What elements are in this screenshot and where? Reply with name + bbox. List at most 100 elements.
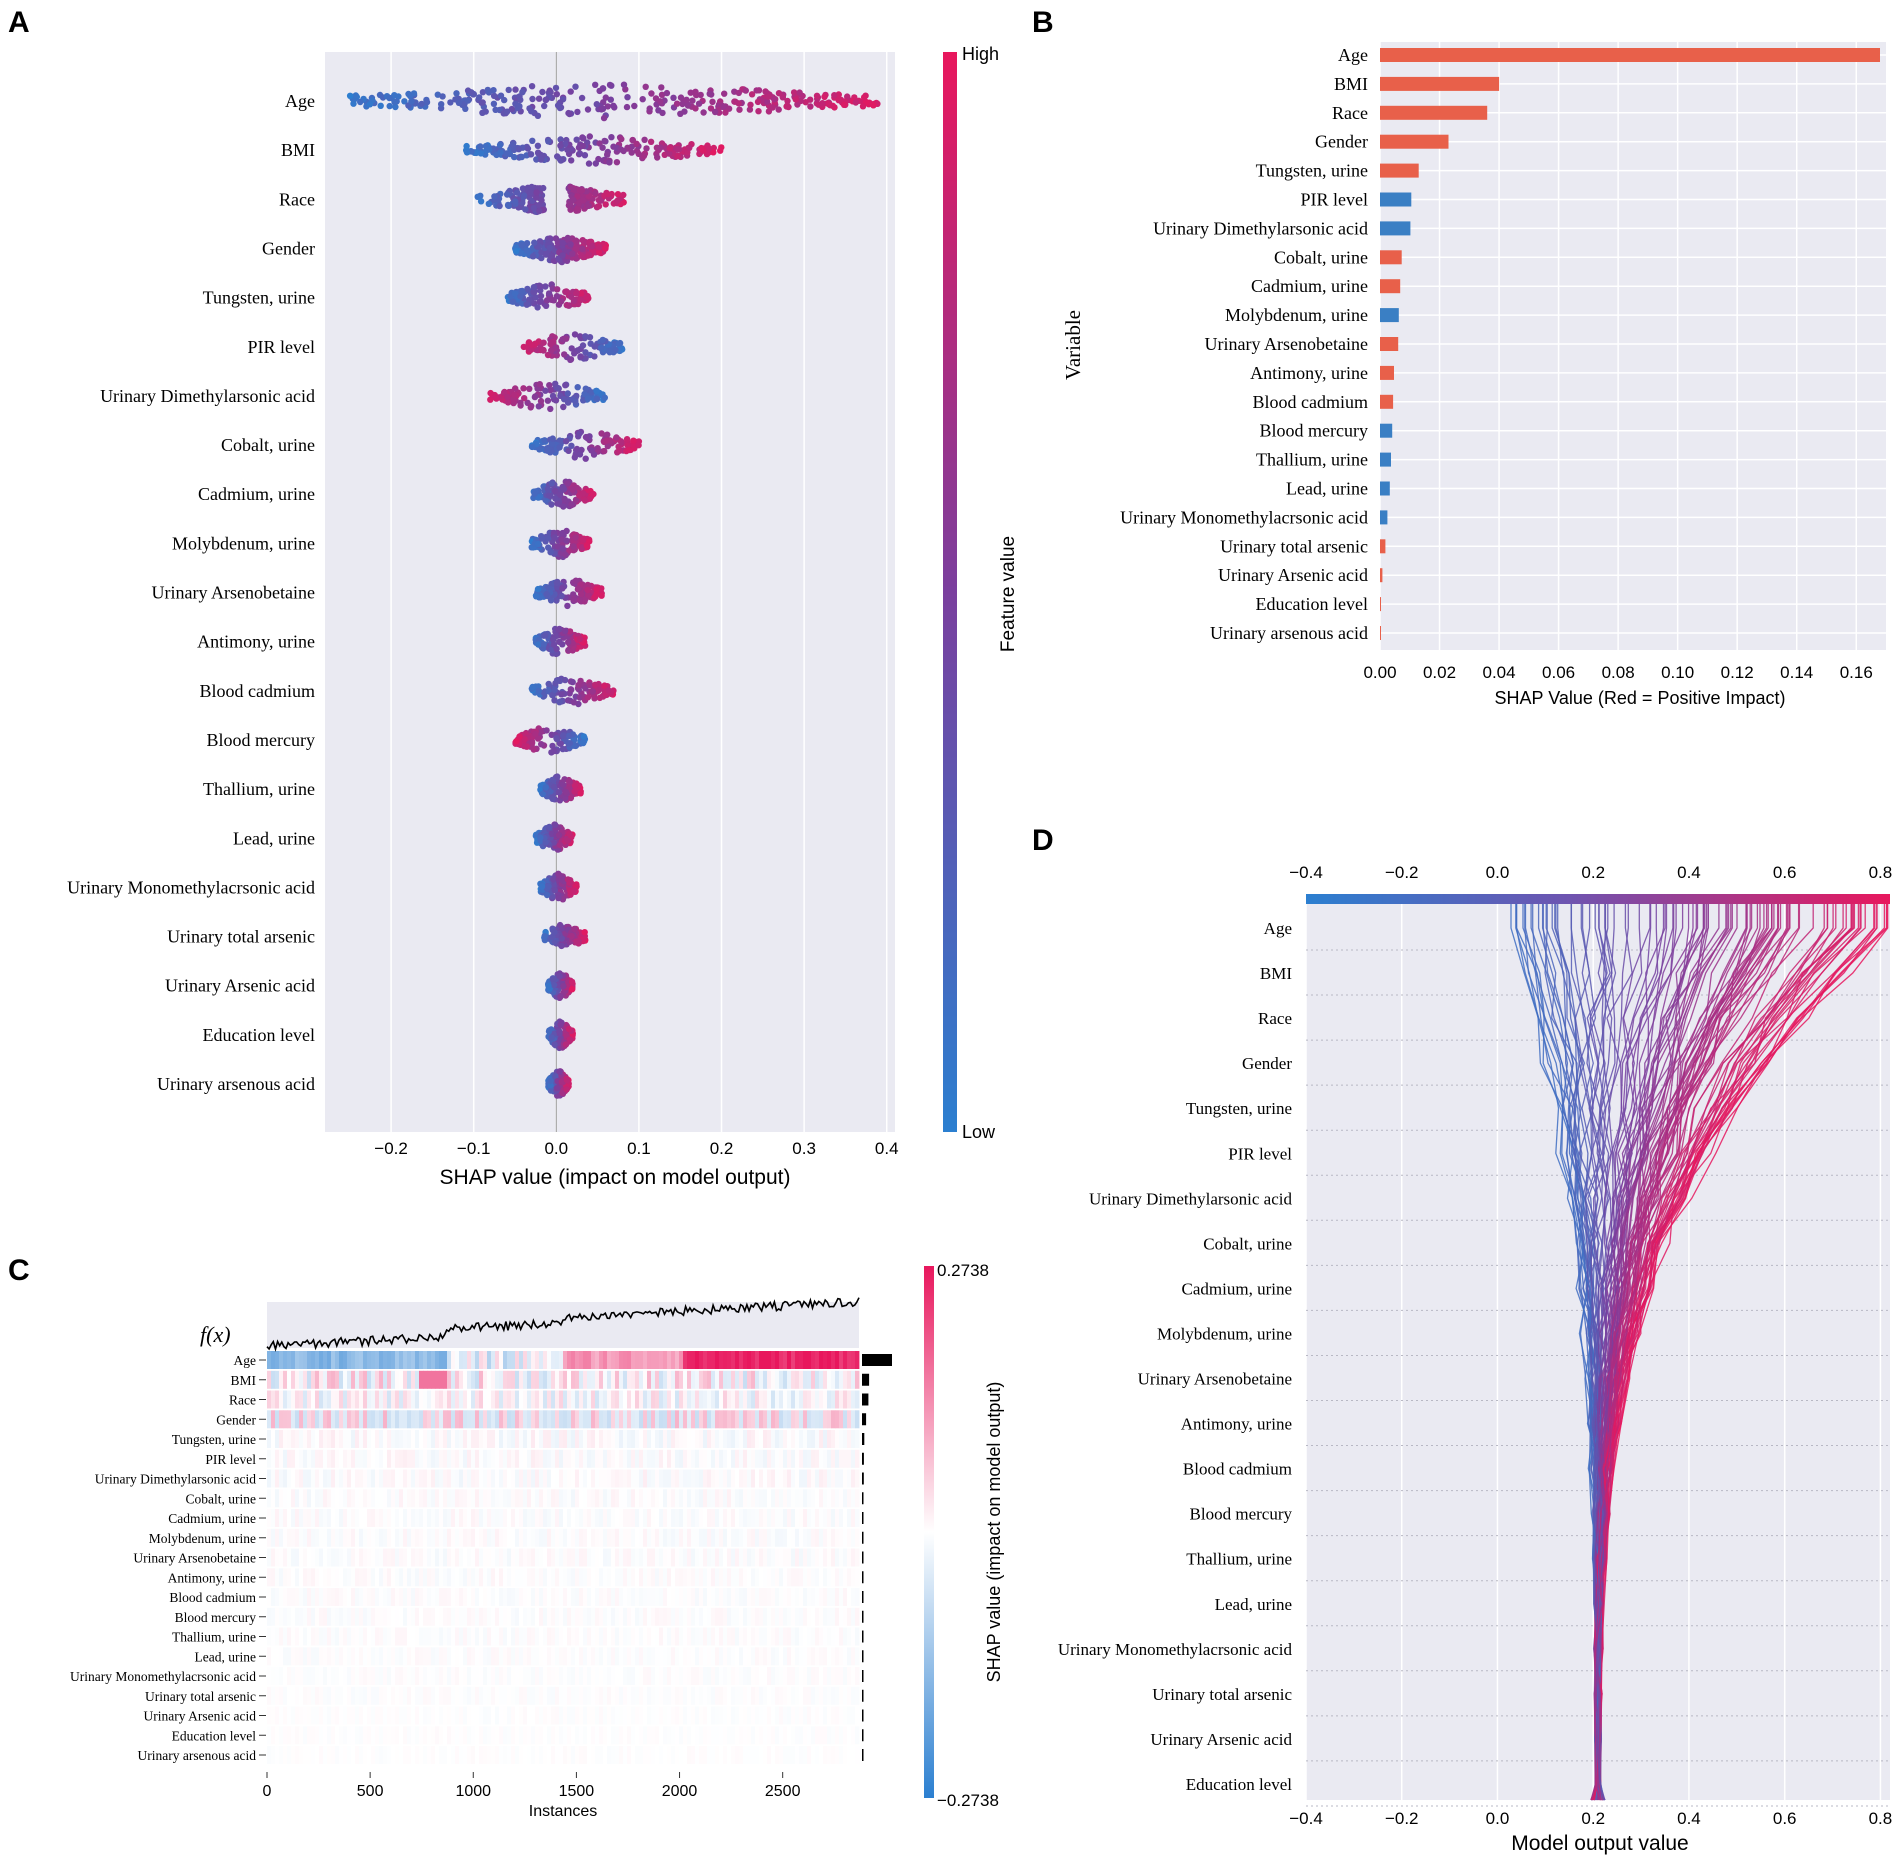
panel-a-dot [547, 405, 554, 413]
panel-a-series-2 [474, 183, 627, 216]
panel-c-cell [675, 1588, 680, 1606]
panel-c-cell [495, 1489, 500, 1508]
panel-c-cell [603, 1588, 608, 1606]
panel-c-cell [655, 1469, 660, 1488]
panel-c-cell [775, 1568, 780, 1587]
panel-c-cell [575, 1430, 580, 1448]
panel-a-dot [624, 94, 631, 101]
panel-c-cell [375, 1568, 380, 1587]
panel-c-cell [839, 1528, 844, 1547]
panel-c-cell [391, 1588, 396, 1606]
panel-c-cell [275, 1509, 280, 1527]
panel-c-cell [419, 1528, 424, 1547]
panel-c-cell [667, 1588, 672, 1606]
panel-c-cell [403, 1469, 408, 1488]
panel-c-cell [319, 1568, 324, 1587]
panel-a-dot [550, 636, 557, 643]
panel-c-cell [299, 1410, 304, 1429]
panel-a-dot [555, 832, 563, 839]
panel-c-cell [687, 1607, 692, 1626]
panel-c-cell [619, 1351, 624, 1369]
panel-a-dot [657, 144, 664, 151]
panel-c-cell [755, 1449, 760, 1468]
panel-a-dot [534, 585, 542, 593]
panel-c-cell [307, 1607, 312, 1626]
panel-c-cell [543, 1568, 548, 1587]
panel-c-cell [435, 1489, 440, 1508]
panel-c-cell [707, 1588, 712, 1606]
panel-a-series-3 [512, 234, 609, 266]
panel-c-cell [803, 1370, 808, 1389]
panel-c-cell [699, 1410, 704, 1429]
panel-c-cell [739, 1351, 744, 1369]
panel-c-cell [487, 1509, 492, 1527]
panel-c-cell [467, 1588, 472, 1606]
panel-c-cell [491, 1410, 496, 1429]
panel-a-dot [870, 102, 877, 109]
panel-c-cell [595, 1509, 600, 1527]
panel-a-dot [568, 501, 575, 508]
panel-c-cell [675, 1509, 680, 1527]
panel-a-dot [573, 245, 580, 252]
panel-c-cell [427, 1509, 432, 1527]
panel-c-cell [663, 1370, 668, 1389]
panel-c-cell [707, 1528, 712, 1547]
panel-c-cell [691, 1469, 696, 1488]
panel-c-cell [831, 1449, 836, 1468]
panel-c-cell [655, 1410, 660, 1429]
panel-c-cell [423, 1489, 428, 1508]
panel-c-cell [667, 1351, 672, 1369]
panel-a-dot [582, 333, 589, 340]
panel-c-cell [403, 1568, 408, 1587]
panel-c-cell [467, 1528, 472, 1547]
panel-c-cell [835, 1568, 840, 1587]
panel-c-cell [635, 1588, 640, 1606]
panel-c-cell [691, 1509, 696, 1527]
panel-c-cell [847, 1449, 852, 1468]
panel-c-cell [471, 1370, 476, 1389]
panel-c-cell [771, 1588, 776, 1606]
panel-a-dot [655, 107, 662, 114]
panel-a-dot [512, 248, 520, 255]
panel-c-cell [355, 1430, 360, 1448]
panel-c-cell [591, 1588, 596, 1606]
panel-c-cell [543, 1607, 548, 1626]
panel-c-cell [803, 1351, 808, 1369]
panel-c-cell [415, 1469, 420, 1488]
panel-b-xtick: 0.12 [1721, 663, 1754, 682]
panel-a-dot [652, 95, 660, 102]
panel-c-cell [671, 1449, 676, 1468]
panel-a-dot [562, 1041, 570, 1048]
panel-c-cell [647, 1509, 652, 1527]
panel-c-cell [579, 1548, 584, 1567]
panel-c-cell [763, 1568, 768, 1587]
panel-b-bar [1380, 221, 1411, 236]
panel-c-cell [803, 1469, 808, 1488]
panel-a-dot [352, 92, 359, 99]
panel-a-ylabel: Tungsten, urine [203, 288, 315, 308]
panel-c-cell [499, 1351, 504, 1369]
panel-c-cell [687, 1370, 692, 1389]
panel-a-dot [535, 202, 543, 209]
panel-c-cell [439, 1568, 444, 1587]
panel-c-cell [815, 1390, 820, 1409]
panel-c-cell [687, 1548, 692, 1567]
panel-c-cell [767, 1351, 772, 1369]
panel-c-cell [355, 1351, 360, 1369]
panel-a-dot [568, 293, 575, 300]
panel-a-dot [548, 830, 555, 838]
panel-c-cell [379, 1588, 384, 1606]
panel-c-cell [571, 1528, 576, 1547]
panel-a-dot [477, 198, 485, 205]
panel-c-cell [835, 1449, 840, 1468]
panel-c-cell [627, 1489, 632, 1508]
panel-c-cell [627, 1588, 632, 1606]
panel-c-cell [687, 1509, 692, 1527]
panel-c-cell [647, 1568, 652, 1587]
panel-c-cell [443, 1351, 448, 1369]
panel-a-dot [588, 447, 595, 454]
panel-c-cell [651, 1449, 656, 1468]
panel-c-cell [679, 1548, 684, 1567]
panel-c-cell [395, 1588, 400, 1606]
panel-a-series-14 [537, 773, 584, 804]
